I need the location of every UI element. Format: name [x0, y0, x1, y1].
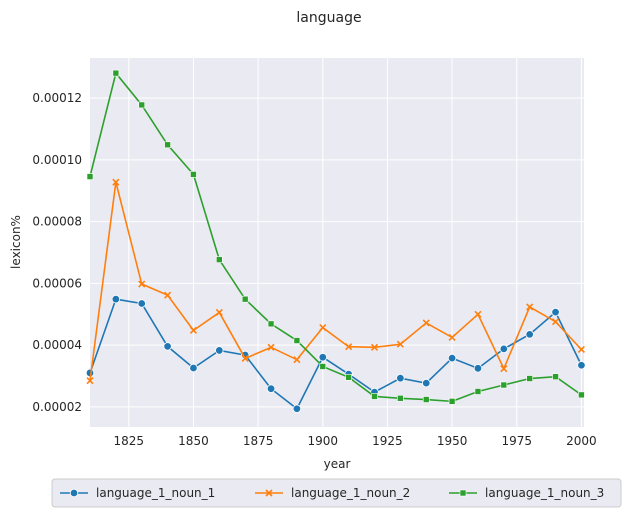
data-point [473, 364, 483, 373]
x-tick-label: 2000 [566, 434, 597, 448]
series-language_1_noun_2 [86, 178, 585, 385]
data-point [216, 256, 223, 263]
data-point [293, 356, 301, 364]
data-point [396, 340, 404, 348]
data-point [499, 344, 509, 354]
y-axis-title: lexicon% [9, 215, 23, 269]
y-tick-label: 0.00010 [32, 153, 82, 167]
x-tick-label: 1850 [178, 434, 209, 448]
data-point [577, 361, 586, 370]
y-tick-label: 0.00004 [32, 338, 82, 352]
data-point [474, 388, 482, 395]
data-point [266, 384, 276, 393]
data-point [138, 101, 146, 109]
data-point [164, 291, 172, 299]
data-point [526, 375, 533, 382]
y-tick-label: 0.00002 [32, 400, 82, 414]
data-point [447, 353, 457, 363]
data-point [86, 377, 94, 385]
data-point [397, 394, 404, 402]
data-point [525, 330, 534, 339]
series-line [89, 71, 582, 403]
data-point [293, 337, 301, 344]
legend-marker [265, 489, 273, 497]
legend-marker [459, 489, 467, 497]
data-point [345, 343, 353, 351]
data-point [319, 324, 327, 332]
data-point [396, 374, 405, 383]
x-axis: 1825 1850 1875 1900 1925 1950 1975 2000 [114, 434, 597, 448]
legend-frame [51, 478, 622, 508]
x-tick-label: 1925 [372, 434, 403, 448]
series-line [89, 181, 582, 381]
data-point [448, 398, 456, 405]
data-point [500, 365, 508, 373]
data-point [526, 303, 534, 311]
data-point [370, 343, 379, 351]
legend-label: language_1_noun_2 [291, 486, 410, 500]
legend-marker [69, 488, 79, 498]
y-tick-label: 0.00008 [32, 215, 82, 229]
data-point [189, 326, 198, 334]
data-point [345, 373, 352, 381]
data-point [163, 342, 172, 351]
data-point [137, 299, 146, 308]
chart-title: language [296, 10, 361, 26]
y-axis: 0.00002 0.00004 0.00006 0.00008 0.00010 0.000… [32, 91, 82, 414]
data-point [577, 345, 585, 354]
legend-label: language_1_noun_3 [485, 486, 604, 500]
x-tick-label: 1900 [308, 434, 339, 448]
data-point [190, 171, 197, 178]
data-point [241, 354, 249, 363]
x-tick-label: 1950 [437, 434, 468, 448]
data-point [474, 310, 482, 318]
y-tick-label: 0.00006 [32, 276, 82, 290]
data-point [189, 363, 198, 373]
data-point [422, 396, 430, 403]
series-line [89, 298, 583, 411]
data-point [215, 346, 224, 355]
x-tick-label: 1975 [501, 434, 532, 448]
data-point [241, 295, 249, 303]
data-point [112, 69, 120, 77]
data-point [551, 307, 560, 317]
data-point [318, 353, 327, 362]
data-point [371, 393, 378, 400]
data-point [448, 333, 456, 342]
series-group [85, 69, 586, 413]
data-point [578, 391, 585, 399]
data-point [267, 320, 275, 328]
data-point [500, 381, 508, 389]
data-point [422, 378, 431, 388]
data-point [138, 280, 146, 288]
data-point [552, 373, 559, 380]
series-language_1_noun_3 [86, 69, 585, 405]
data-point [215, 308, 223, 317]
data-point [111, 294, 121, 304]
data-point [292, 404, 302, 413]
data-point [319, 363, 327, 370]
data-point [551, 318, 560, 326]
data-point [86, 173, 94, 180]
x-tick-label: 1825 [114, 434, 145, 448]
data-point [112, 178, 120, 186]
data-point [422, 319, 430, 327]
data-point [164, 141, 171, 149]
legend: language_1_noun_1 language_1_noun_2 langua… [51, 478, 622, 508]
x-axis-title: year [324, 457, 351, 471]
y-tick-label: 0.00012 [32, 91, 82, 105]
legend-label: language_1_noun_1 [96, 486, 215, 500]
data-point [267, 343, 275, 351]
grid-lines [90, 58, 584, 427]
x-tick-label: 1875 [243, 434, 274, 448]
